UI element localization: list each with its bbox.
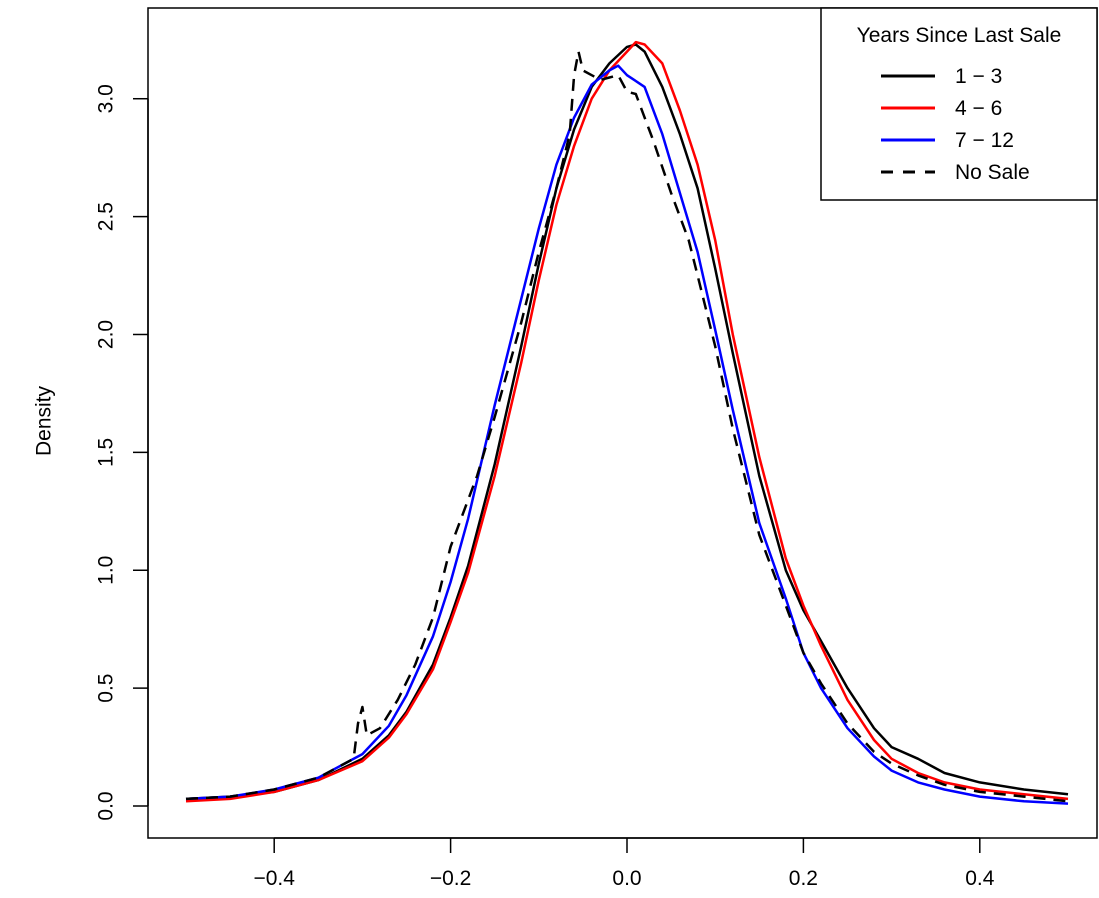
y-tick-label: 1.0 [95, 556, 118, 585]
legend-label-4: No Sale [955, 161, 1030, 184]
y-axis-title: Density [33, 385, 56, 456]
legend: Years Since Last Sale 1 − 3 4 − 6 7 − 12 No… [820, 7, 1098, 201]
series-line-2 [185, 40, 1069, 803]
x-tick-label: −0.4 [253, 867, 295, 890]
x-tick-label: 0.0 [612, 867, 641, 890]
x-axis: −0.4 −0.2 0.0 0.2 0.4 [253, 837, 995, 890]
legend-box [820, 7, 1098, 201]
x-tick-label: 0.4 [965, 867, 995, 890]
y-tick-label: 2.5 [95, 202, 118, 231]
legend-items: 1 − 3 4 − 6 7 − 12 No Sale [881, 65, 1030, 184]
y-tick-label: 1.5 [95, 438, 118, 467]
y-axis: 0.0 0.5 1.0 1.5 2.0 2.5 3.0 [95, 84, 149, 821]
x-tick-label: 0.2 [789, 867, 818, 890]
legend-label-1: 1 − 3 [955, 65, 1002, 88]
legend-title: Years Since Last Sale [857, 24, 1062, 47]
y-tick-label: 3.0 [95, 84, 118, 113]
series-line-3 [185, 64, 1069, 805]
x-tick-label: −0.2 [430, 867, 471, 890]
legend-label-2: 4 − 6 [955, 97, 1002, 120]
series-layer [185, 40, 1069, 805]
series-line-4 [185, 50, 1069, 803]
y-tick-label: 0.5 [95, 674, 118, 703]
legend-label-3: 7 − 12 [955, 129, 1014, 152]
y-tick-label: 2.0 [95, 320, 118, 349]
y-tick-label: 0.0 [95, 791, 118, 820]
